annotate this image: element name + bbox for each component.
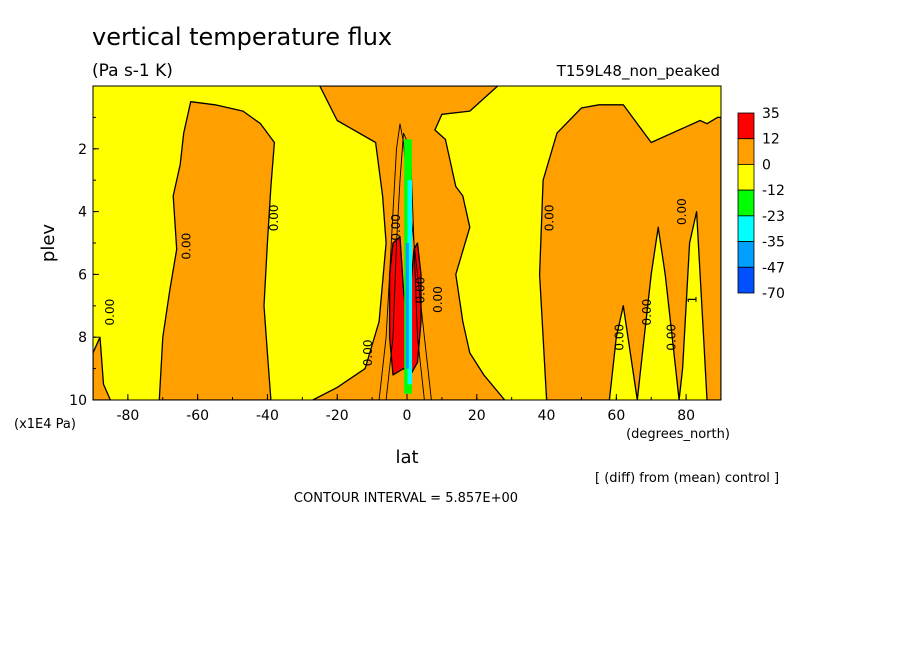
contour-label: 0.00 [665,324,679,351]
x-tick-label: 20 [468,408,486,424]
y-tick-label: 4 [78,205,87,221]
contour-labels: 0.00 0.00 0.00 0.00 0.00 0.00 0.00 0.00 0.00 0.00… [103,198,700,366]
y-tick-label: 10 [69,393,87,409]
colorbar-label: -23 [762,209,785,225]
field-far-south-orange [93,336,112,400]
colorbar-swatch [737,241,755,268]
colorbar-label: 12 [762,132,780,148]
field-nh-orange-band [538,104,721,400]
footer-note: [ (diff) from (mean) control ] [595,471,779,486]
colorbar: 35 12 0 -12 -23 -35 -47 -70 [737,106,785,302]
y-tick-label: 6 [78,267,87,283]
x-tick-label: -20 [326,408,349,424]
contour-label: 0.00 [389,214,403,241]
y-axis-units: (x1E4 Pa) [14,417,76,432]
colorbar-label: -70 [762,286,785,302]
contour-label: 0.00 [612,324,626,351]
contour-label: 0.00 [640,299,654,326]
colorbar-swatch [737,266,755,294]
x-axis-units: (degrees_north) [626,427,730,442]
plot-area [93,86,721,400]
contour-label: 0.00 [180,233,194,260]
colorbar-label: -35 [762,235,785,251]
x-tick-label: -60 [186,408,209,424]
y-axis-label: plev [38,224,59,263]
contour-line-2 [385,132,425,400]
x-tick-label: -40 [256,408,279,424]
field-sh-orange-band [158,101,276,400]
colorbar-label: 35 [762,106,780,122]
contour-label: 0.00 [543,205,557,232]
contour-label: 1 [686,296,700,304]
colorbar-swatch [737,112,755,140]
contour-label: 0.00 [675,198,689,225]
colorbar-label: -12 [762,183,785,199]
x-tick-label: 40 [538,408,556,424]
contour-label: 0.00 [103,299,117,326]
y-axis: 2 4 6 8 10 [69,85,99,409]
x-axis: -80 -60 -40 -20 0 20 40 60 80 [92,394,722,424]
colorbar-swatch [737,164,755,191]
field-negative-streak-blue [405,243,409,369]
x-tick-label: 80 [677,408,695,424]
contour-interval: CONTOUR INTERVAL = 5.857E+00 [294,491,518,506]
colorbar-swatch [737,189,755,217]
contour-fields [93,86,721,400]
contour-label: 0.00 [413,277,427,304]
contour-label: 0.00 [431,286,445,313]
run-name: T159L48_non_peaked [556,62,720,81]
chart-units: (Pa s-1 K) [92,61,173,81]
contour-line-1 [378,123,432,400]
x-axis-label: lat [395,447,418,468]
contour-label: 0.00 [361,340,375,367]
y-tick-label: 8 [78,330,87,346]
colorbar-label: -47 [762,260,785,276]
x-tick-label: 60 [607,408,625,424]
y-tick-label: 2 [78,142,87,158]
field-equatorial-red-core [388,236,422,376]
chart-title: vertical temperature flux [92,23,392,51]
field-negative-streak-cyan [407,180,413,385]
x-tick-label: -80 [116,408,139,424]
x-tick-label: 0 [403,408,412,424]
colorbar-label: 0 [762,157,771,173]
contour-label: 0.00 [267,205,281,232]
colorbar-swatch [737,215,755,242]
colorbar-swatch [737,138,755,165]
